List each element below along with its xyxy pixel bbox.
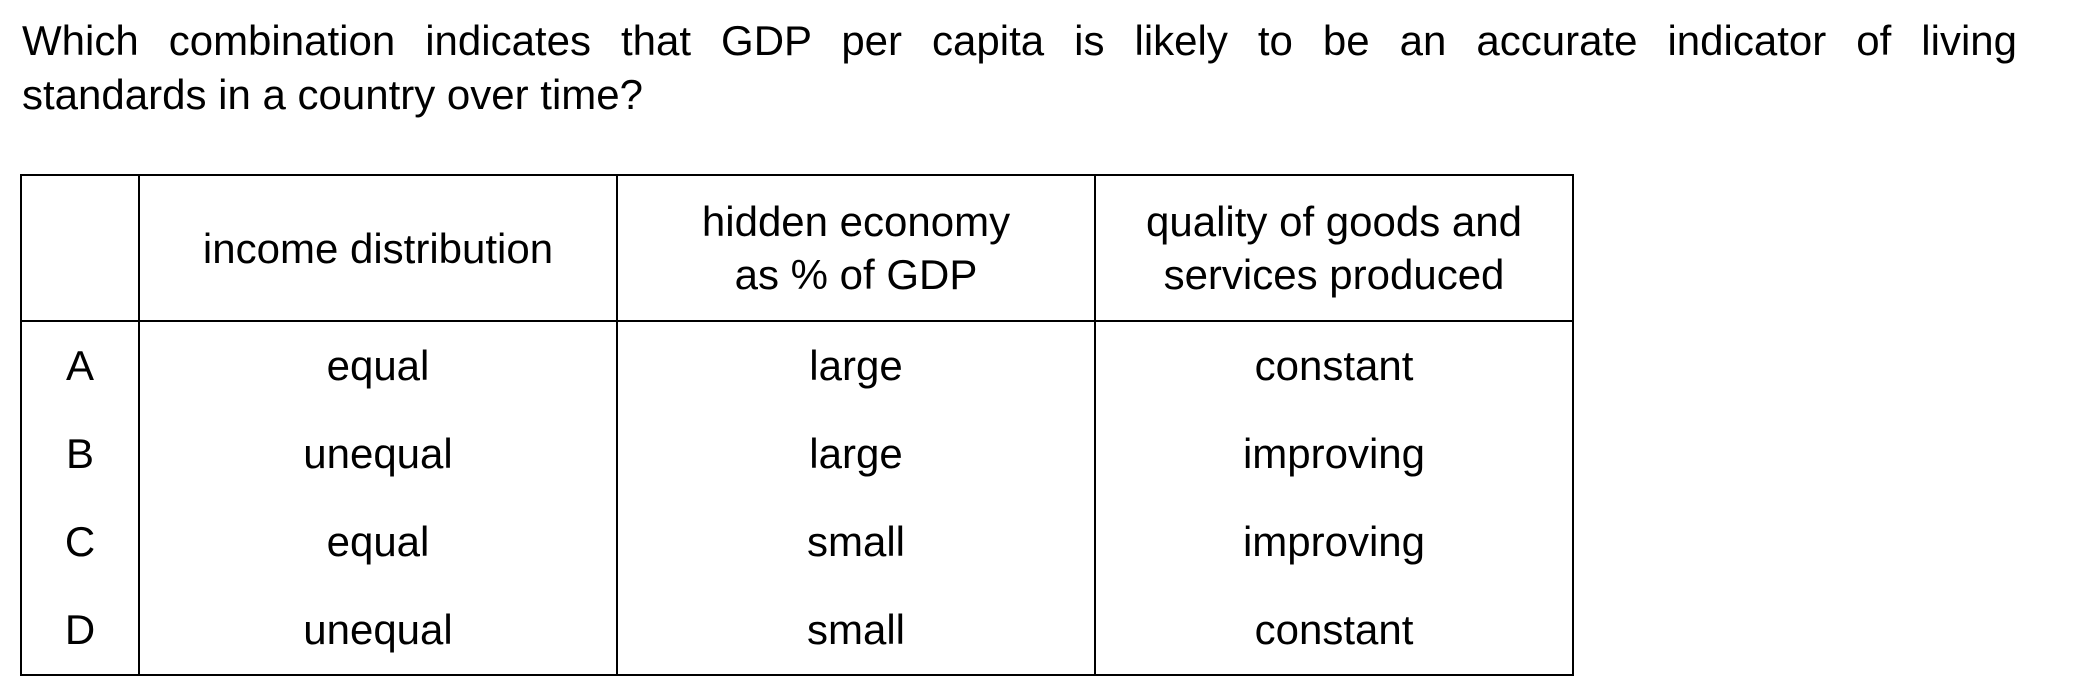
header-quality-line-2: services produced <box>1163 251 1505 298</box>
option-letter-a: A <box>20 321 140 410</box>
header-income-distribution-label: income distribution <box>202 224 554 272</box>
question-line-2: standards in a country over time? <box>22 71 643 118</box>
hidden-economy-cell: large <box>616 321 1096 410</box>
income-distribution-cell: equal <box>138 321 618 410</box>
options-table: income distribution hidden economy as % … <box>20 174 1574 676</box>
income-distribution-cell: unequal <box>138 586 618 676</box>
header-quality: quality of goods and services produced <box>1094 174 1574 322</box>
table-header-row: income distribution hidden economy as % … <box>20 174 1574 322</box>
quality-cell: constant <box>1094 321 1574 410</box>
option-letter-b: B <box>20 410 140 498</box>
option-letter-d: D <box>20 586 140 676</box>
quality-cell: improving <box>1094 498 1574 586</box>
table-row-c: C equal small improving <box>20 498 1574 586</box>
hidden-economy-cell: large <box>616 410 1096 498</box>
quality-cell: constant <box>1094 586 1574 676</box>
header-letter <box>20 174 140 322</box>
hidden-economy-cell: small <box>616 498 1096 586</box>
income-distribution-cell: unequal <box>138 410 618 498</box>
option-letter-c: C <box>20 498 140 586</box>
header-income-distribution: income distribution <box>138 174 618 322</box>
table-row-a: A equal large constant <box>20 321 1574 410</box>
header-hidden-economy-line-1: hidden economy <box>701 198 1011 245</box>
question-line-1: Which combination indicates that GDP per… <box>22 17 2017 64</box>
income-distribution-cell: equal <box>138 498 618 586</box>
hidden-economy-cell: small <box>616 586 1096 676</box>
quality-cell: improving <box>1094 410 1574 498</box>
header-hidden-economy-line-2: as % of GDP <box>734 251 978 298</box>
header-quality-line-1: quality of goods and <box>1146 198 1522 245</box>
header-hidden-economy: hidden economy as % of GDP <box>616 174 1096 322</box>
question-text: Which combination indicates that GDP per… <box>22 14 2022 122</box>
table-row-d: D unequal small constant <box>20 586 1574 676</box>
table-row-b: B unequal large improving <box>20 410 1574 498</box>
